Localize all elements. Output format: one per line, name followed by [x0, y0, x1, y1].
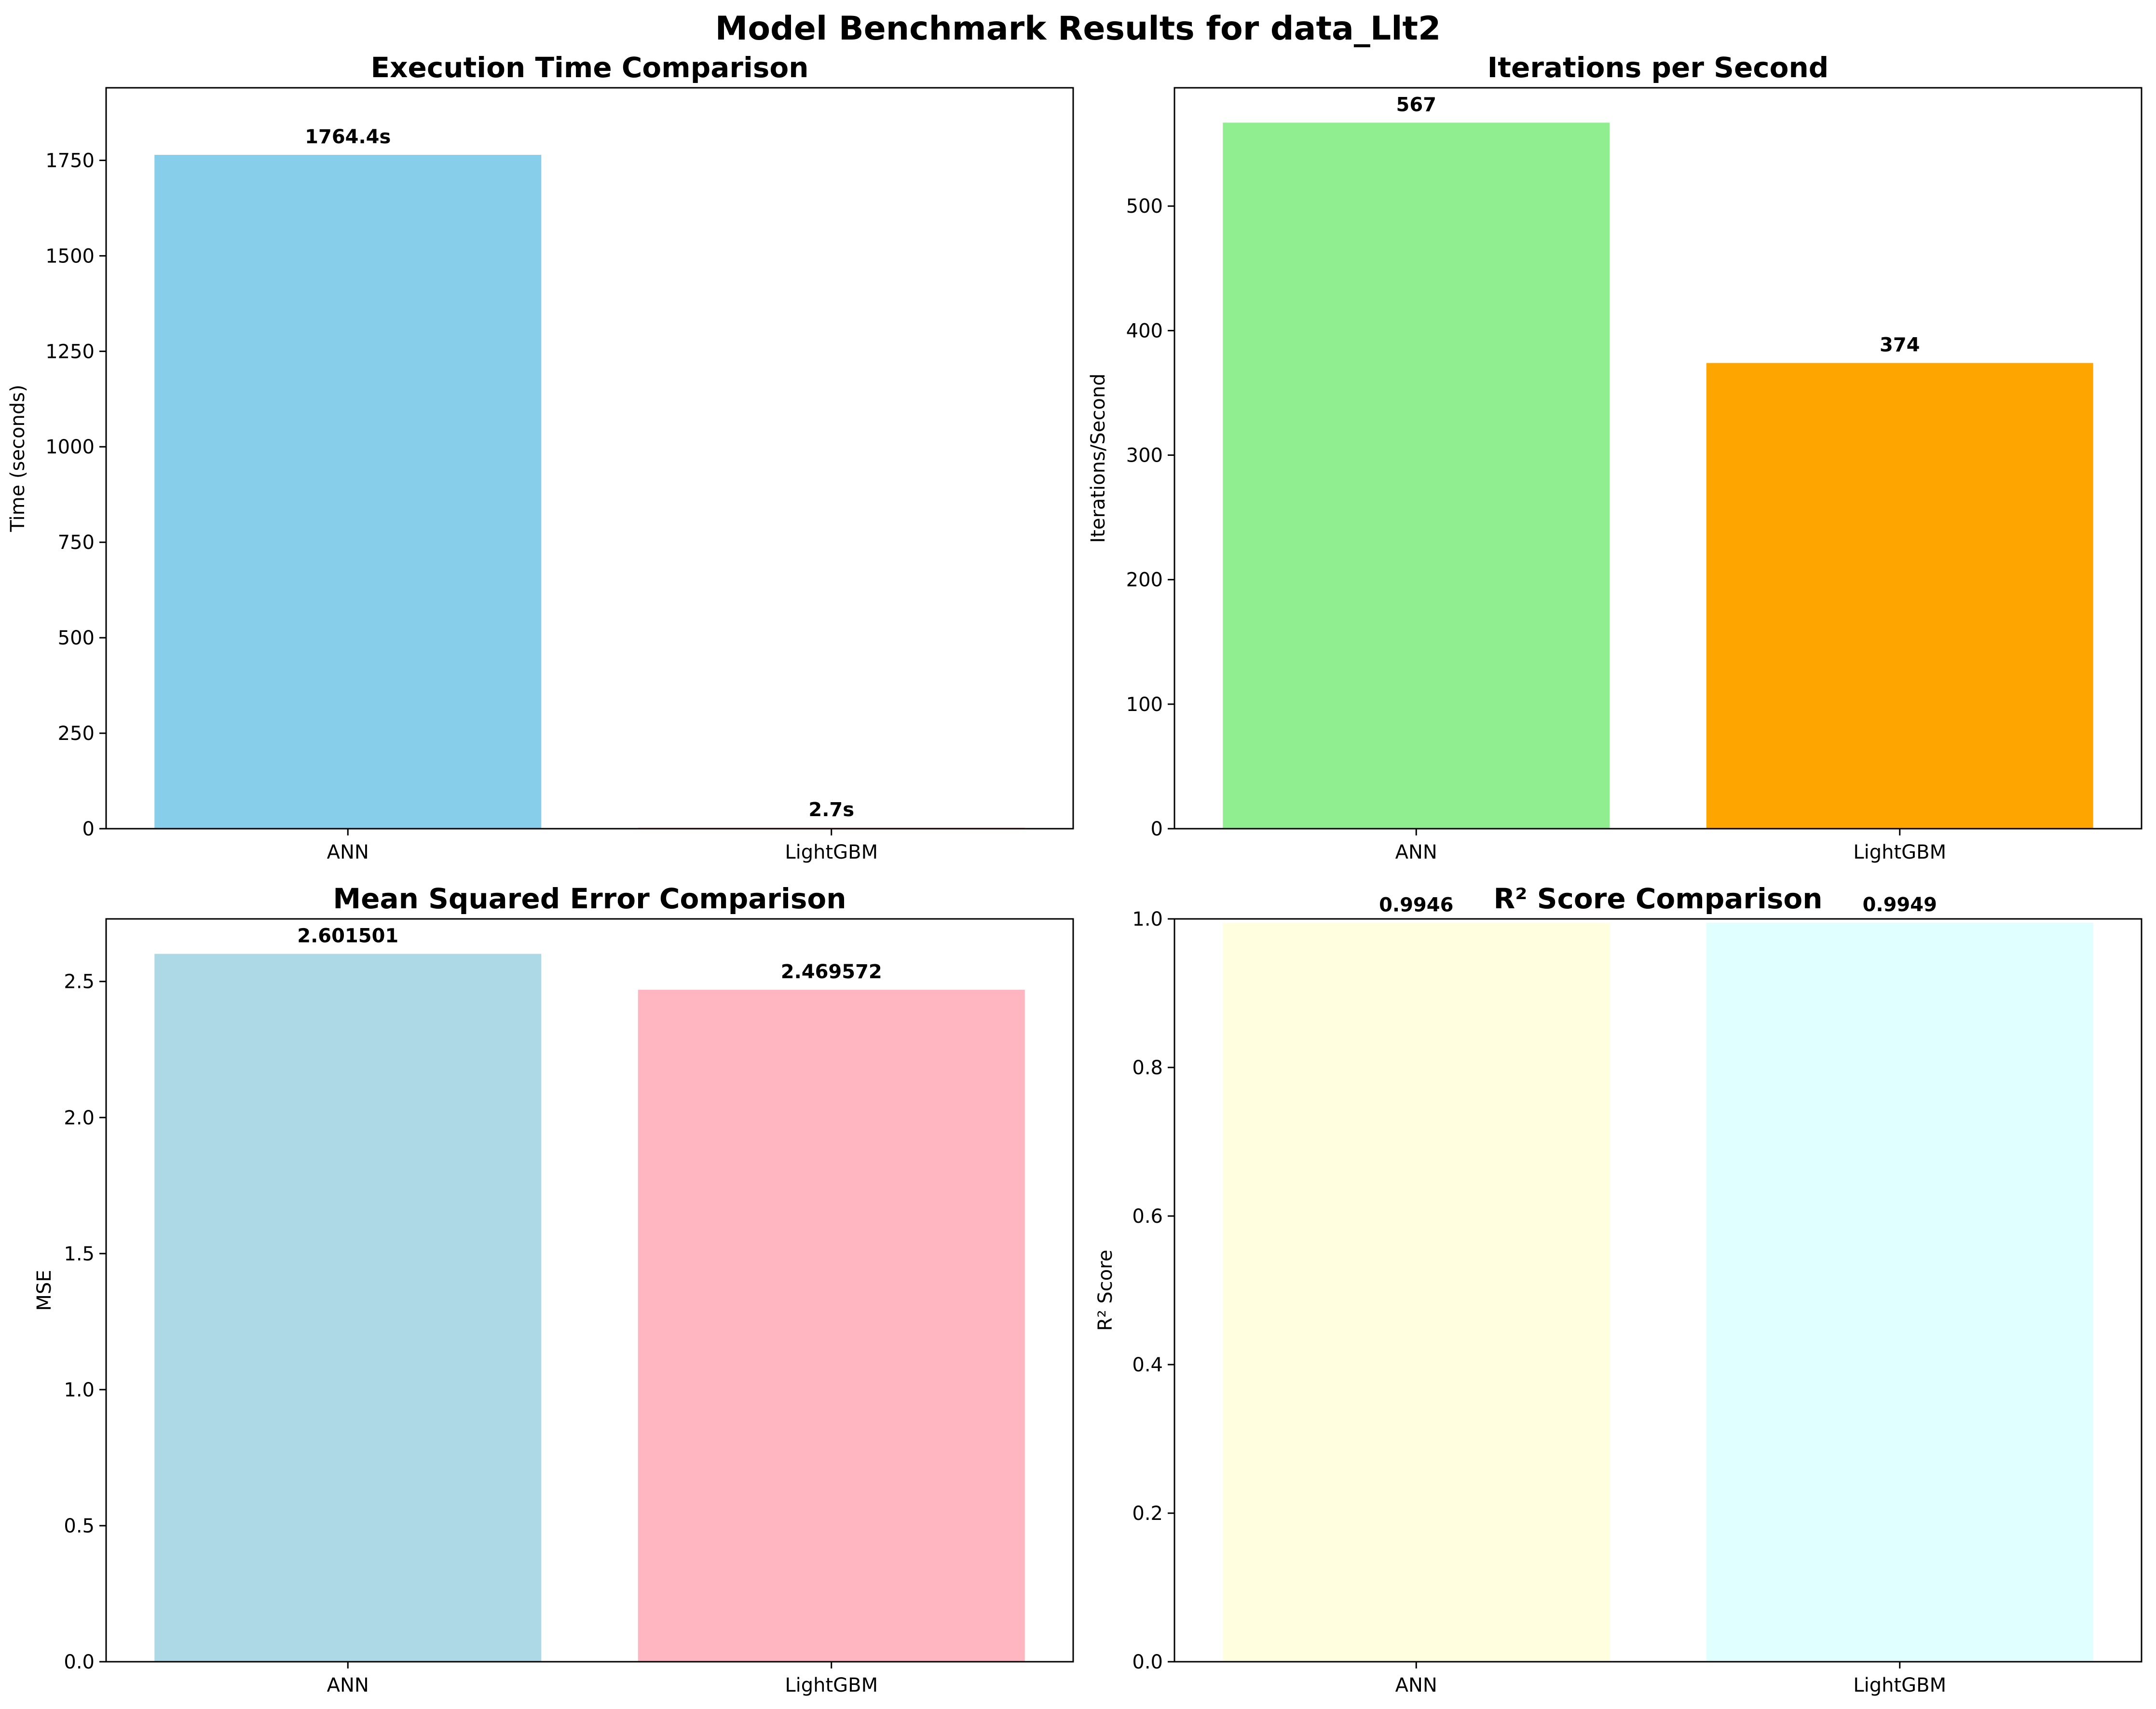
chart-panel-1: 0 250 500 750 1000 1250 1500 1750 ANN LightGBM 176…	[7, 51, 1074, 863]
y-tick-label: 0.0	[1132, 1651, 1163, 1673]
y-tick-label: 750	[58, 532, 95, 554]
bar-ann	[154, 155, 542, 829]
chart-panel-2: 0 100 200 300 400 500 ANN LightGBM 567 374 Iterati…	[1087, 51, 2142, 863]
data-label: 374	[1880, 334, 1920, 356]
y-tick-label: 400	[1126, 320, 1163, 342]
x-tick-label: LightGBM	[1853, 1674, 1946, 1696]
chart-panel-3: 0.0 0.5 1.0 1.5 2.0 2.5 ANN LightGBM 2.601501 2.4…	[33, 882, 1074, 1696]
y-tick-label: 0.5	[64, 1515, 95, 1537]
y-tick-label: 1000	[45, 436, 95, 458]
figure-suptitle: Model Benchmark Results for data_Llt2	[715, 10, 1441, 48]
plot-frame	[1174, 87, 2142, 830]
y-axis-label: Iterations/Second	[1087, 373, 1109, 543]
y-axis-label: R² Score	[1094, 1250, 1117, 1331]
x-tick-label: ANN	[1395, 841, 1437, 863]
y-tick-label: 0.0	[64, 1651, 95, 1673]
y-tick-label: 1.5	[64, 1243, 95, 1265]
y-tick-label: 1250	[45, 341, 95, 363]
plot-frame	[105, 87, 1074, 830]
chart-title: Mean Squared Error Comparison	[333, 882, 846, 915]
chart-title: Iterations per Second	[1487, 51, 1829, 84]
y-tick-label: 0.2	[1132, 1503, 1163, 1525]
y-tick-label: 0	[1151, 818, 1163, 840]
x-tick-label: LightGBM	[1853, 841, 1946, 863]
plot-frame	[1174, 918, 2142, 1663]
y-tick-label: 300	[1126, 445, 1163, 467]
bar-lightgbm	[638, 989, 1025, 1662]
y-tick-label: 250	[58, 723, 95, 745]
y-tick-label: 0.8	[1132, 1057, 1163, 1079]
x-tick-label: LightGBM	[785, 841, 878, 863]
y-tick-label: 500	[58, 627, 95, 649]
data-label: 1764.4s	[305, 126, 391, 148]
data-label: 567	[1396, 94, 1437, 116]
y-tick-label: 1500	[45, 245, 95, 267]
y-tick-label: 1750	[45, 150, 95, 172]
bar-ann	[1223, 923, 1610, 1662]
bar-lightgbm	[1706, 922, 2093, 1662]
plot-frame	[105, 918, 1074, 1663]
data-label: 2.7s	[808, 799, 854, 821]
y-tick-label: 0	[82, 818, 95, 840]
y-axis-label: Time (seconds)	[7, 384, 29, 532]
chart-title: R² Score Comparison	[1493, 882, 1822, 915]
bar-lightgbm	[1706, 363, 2093, 829]
y-tick-label: 100	[1126, 694, 1163, 716]
y-tick-label: 500	[1126, 195, 1163, 218]
x-tick-label: ANN	[327, 841, 369, 863]
chart-title: Execution Time Comparison	[370, 51, 808, 84]
data-label: 2.601501	[297, 925, 398, 947]
y-tick-label: 2.5	[64, 971, 95, 993]
y-tick-label: 200	[1126, 569, 1163, 591]
y-tick-label: 0.4	[1132, 1354, 1163, 1376]
y-tick-label: 0.6	[1132, 1205, 1163, 1228]
data-label: 0.9946	[1379, 894, 1453, 916]
bar-ann	[1223, 123, 1610, 829]
chart-panel-4: 0.0 0.2 0.4 0.6 0.8 1.0 ANN LightGBM 0.9946 0.994…	[1094, 882, 2142, 1696]
data-label: 2.469572	[781, 961, 882, 983]
x-tick-label: ANN	[1395, 1674, 1437, 1696]
y-tick-label: 1.0	[1132, 908, 1163, 930]
x-tick-label: LightGBM	[785, 1674, 878, 1696]
data-label: 0.9949	[1863, 894, 1937, 916]
y-tick-label: 2.0	[64, 1107, 95, 1129]
y-tick-label: 1.0	[64, 1379, 95, 1401]
x-tick-label: ANN	[327, 1674, 369, 1696]
bar-ann	[154, 954, 542, 1662]
y-axis-label: MSE	[33, 1270, 55, 1311]
